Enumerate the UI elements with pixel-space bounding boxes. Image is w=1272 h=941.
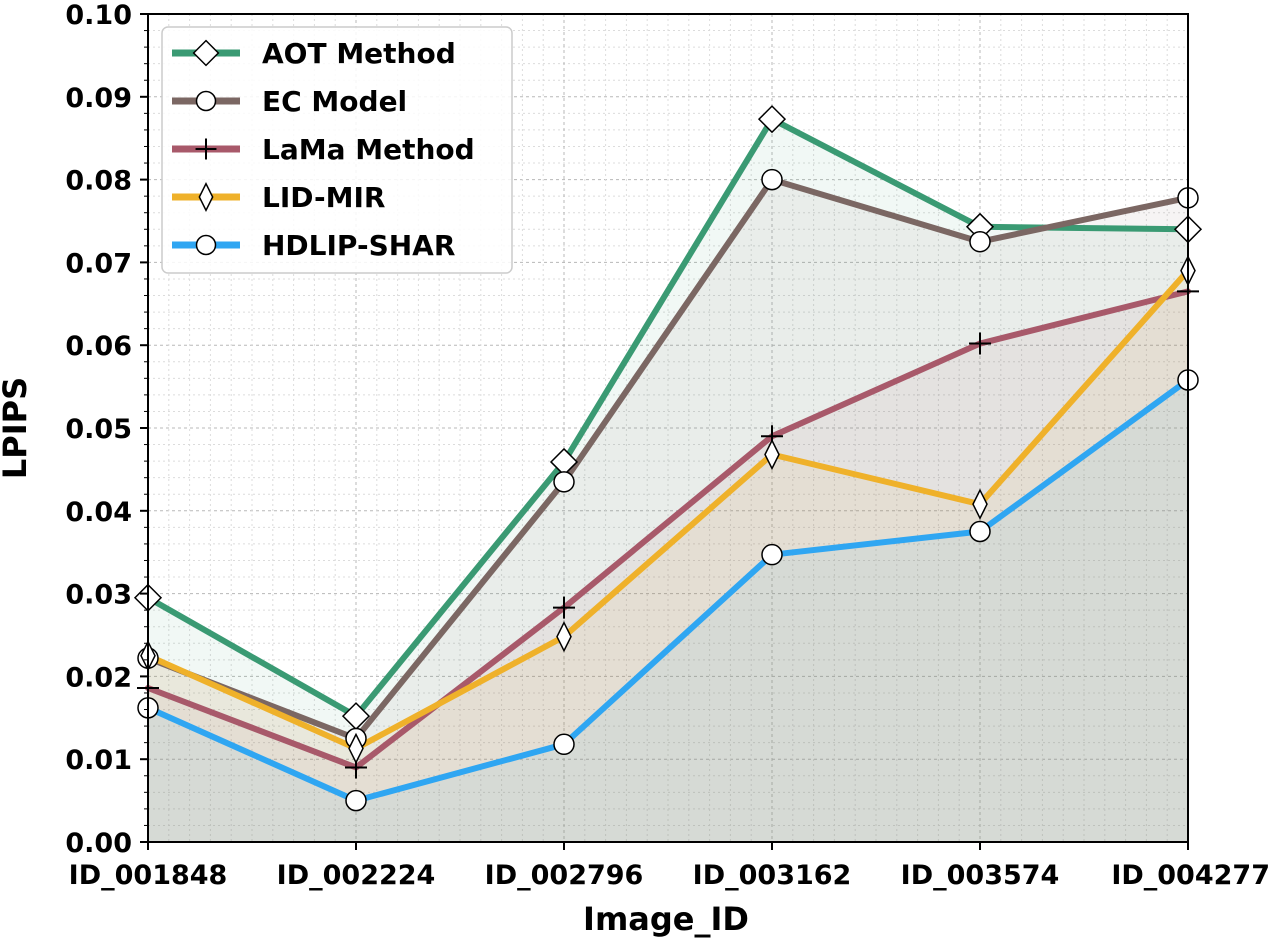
legend-marker-lama-method [195,138,217,160]
x-tick-label: ID_003162 [693,860,852,891]
y-tick-label: 0.04 [65,497,132,528]
y-tick-label: 0.03 [65,580,132,611]
y-tick-label: 0.07 [65,248,132,279]
legend-label-lama-method: LaMa Method [262,133,475,166]
series-line-hdlip-shar [145,376,1191,804]
y-tick-label: 0.00 [65,828,132,859]
y-tick-label: 0.05 [65,414,132,445]
data-point-lid-mir [348,732,364,765]
legend-marker-ec-model [195,90,217,112]
x-tick-label: ID_002224 [277,860,436,891]
legend-marker-hdlip-shar [195,234,217,256]
legend-box [161,26,513,274]
y-tick-label: 0.10 [65,0,132,31]
legend-label-lid-mir: LID-MIR [262,181,385,214]
series-line-lama-method [145,288,1191,771]
data-point-lid-mir [764,438,780,471]
y-tick-label: 0.02 [65,662,132,693]
data-point-hdlip-shar [761,543,783,566]
data-point-lama-method [553,596,575,619]
data-point-ec-model [553,471,575,493]
series-markers [133,105,1203,812]
y-tick-label: 0.06 [65,331,132,362]
series-line-lid-mir [145,267,1191,752]
legend-label-ec-model: EC Model [262,85,407,118]
legend-label-aot-method: AOT Method [262,37,456,70]
y-tick-label: 0.09 [65,83,132,114]
y-axis-title: LPIPS [0,377,34,479]
legend-marker-aot-method [192,39,220,67]
legend-label-hdlip-shar: HDLIP-SHAR [262,229,455,262]
legend-marker-lid-mir [198,182,214,212]
area-fill-hdlip-shar [148,379,1188,842]
data-point-aot-method [757,105,787,134]
data-point-lama-method [969,332,991,355]
data-point-hdlip-shar [553,733,575,756]
data-point-ec-model [969,230,991,253]
series-line-aot-method [145,116,1191,720]
y-tick-label: 0.01 [65,745,132,776]
series-line-ec-model [145,176,1191,742]
series-lines [145,116,1191,804]
legend: AOT Method EC Model LaMa Method LID-MIR HDLI… [161,26,513,274]
data-point-hdlip-shar [345,789,367,812]
y-axis: 0.00 0.01 0.02 0.03 0.04 0.05 0.06 0.07 0.08 0.09… [65,0,148,859]
area-fill-aot-method [148,119,1188,842]
data-point-lid-mir [972,488,988,520]
data-point-ec-model [761,168,783,191]
area-fill-lama-method [148,291,1188,842]
y-tick-label: 0.08 [65,166,132,197]
x-tick-label: ID_003574 [901,860,1060,891]
x-tick-label: ID_002796 [485,860,644,891]
data-point-hdlip-shar [969,520,991,543]
area-fill-lid-mir [148,270,1188,842]
x-tick-label: ID_001848 [69,860,228,891]
x-axis: ID_001848 ID_002224 ID_002796 ID_003162 ID_0… [69,842,1270,891]
x-axis-title: Image_ID [583,900,749,938]
data-point-lid-mir [556,620,572,653]
x-tick-label: ID_004277 [1111,860,1270,891]
